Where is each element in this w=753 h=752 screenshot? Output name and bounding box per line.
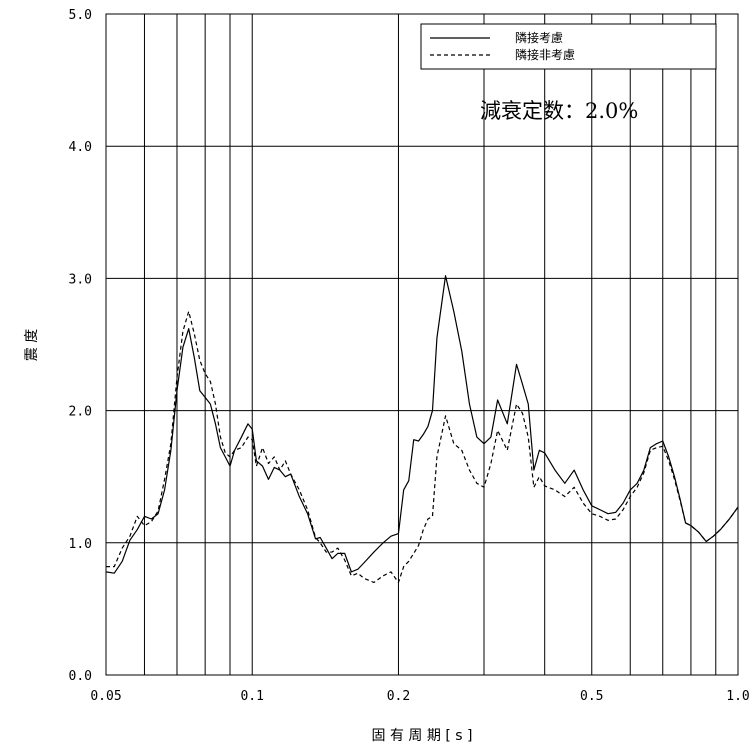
y-tick-label: 5.0 <box>69 8 92 23</box>
x-tick-label: 0.1 <box>240 689 263 704</box>
legend: 隣接考慮 隣接非考慮 <box>420 23 717 70</box>
series-layer <box>105 275 739 584</box>
plot-frame <box>105 13 739 676</box>
x-tick-label: 0.05 <box>90 689 121 704</box>
y-tick-label: 1.0 <box>69 537 92 552</box>
x-tick-label: 0.5 <box>580 689 603 704</box>
y-axis-title: 震 度 <box>24 329 40 361</box>
damping-annotation: 減衰定数：2.0% <box>480 99 638 123</box>
y-tick-label: 4.0 <box>69 140 92 155</box>
y-tick-label: 3.0 <box>69 272 92 287</box>
y-tick-label: 2.0 <box>69 405 92 420</box>
x-axis-title: 固 有 周 期 [ s ] <box>372 728 473 744</box>
y-tick-label: 0.0 <box>69 669 92 684</box>
legend-label-solid: 隣接考慮 <box>515 30 563 45</box>
series-line-non-adjacent <box>106 310 739 584</box>
legend-label-dashed: 隣接非考慮 <box>515 47 575 62</box>
x-tick-label: 0.2 <box>387 689 410 704</box>
x-tick-labels: 0.05 0.1 0.2 0.5 1.0 <box>90 689 749 704</box>
series-line-adjacent <box>105 275 739 574</box>
grid-lines <box>106 14 738 675</box>
y-tick-labels: 0.0 1.0 2.0 3.0 4.0 5.0 <box>69 8 92 684</box>
legend-box <box>420 23 717 70</box>
x-tick-label: 1.0 <box>726 689 749 704</box>
